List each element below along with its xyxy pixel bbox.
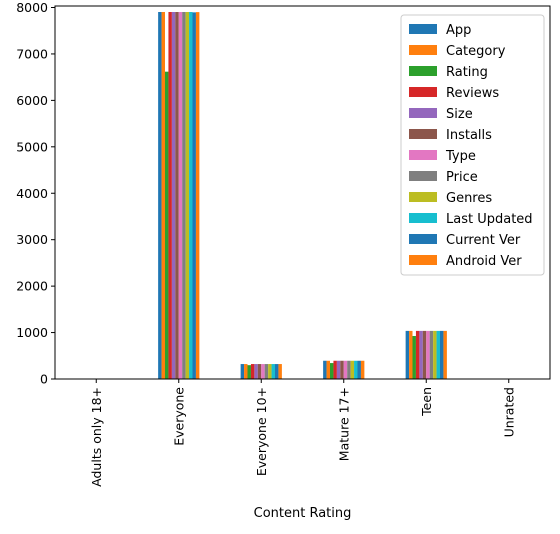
bar xyxy=(196,12,199,379)
bar xyxy=(323,361,326,379)
bar xyxy=(406,331,409,379)
bar xyxy=(193,12,196,379)
y-tick-label: 8000 xyxy=(16,0,48,15)
bar xyxy=(278,364,281,379)
legend-label: Genres xyxy=(446,191,492,206)
legend-label: Reviews xyxy=(446,86,499,101)
bar xyxy=(241,364,244,379)
y-tick-label: 0 xyxy=(40,372,48,387)
legend-swatch xyxy=(409,192,437,202)
y-tick-label: 1000 xyxy=(16,325,48,340)
bar xyxy=(251,364,254,379)
bar xyxy=(333,361,336,379)
bar xyxy=(437,331,440,379)
bar xyxy=(426,331,429,379)
legend-swatch xyxy=(409,87,437,97)
legend-label: Price xyxy=(446,170,478,185)
legend-swatch xyxy=(409,108,437,118)
bar xyxy=(351,361,354,379)
bar xyxy=(344,361,347,379)
bar xyxy=(244,364,247,379)
bar xyxy=(347,361,350,379)
legend-label: Category xyxy=(446,44,506,59)
x-tick-label: Unrated xyxy=(501,387,516,437)
legend-swatch xyxy=(409,129,437,139)
bar xyxy=(423,331,426,379)
legend-label: Installs xyxy=(446,128,492,143)
legend-label: Android Ver xyxy=(446,254,522,269)
bar xyxy=(337,361,340,379)
legend-swatch xyxy=(409,255,437,265)
bar xyxy=(175,12,178,379)
bar xyxy=(272,364,275,379)
y-tick-label: 3000 xyxy=(16,232,48,247)
y-tick-label: 4000 xyxy=(16,186,48,201)
bar xyxy=(261,364,264,379)
bar xyxy=(354,361,357,379)
bar xyxy=(186,12,189,379)
x-tick-label: Everyone xyxy=(171,387,186,446)
bar xyxy=(179,12,182,379)
y-tick-label: 6000 xyxy=(16,93,48,108)
legend-label: Rating xyxy=(446,65,488,80)
bar xyxy=(172,12,175,379)
bar xyxy=(433,331,436,379)
legend-swatch xyxy=(409,213,437,223)
y-tick-label: 5000 xyxy=(16,139,48,154)
bar xyxy=(275,364,278,379)
bar xyxy=(265,364,268,379)
y-tick-label: 7000 xyxy=(16,46,48,61)
bar xyxy=(358,361,361,379)
bar xyxy=(182,12,185,379)
legend-label: App xyxy=(446,23,471,38)
x-tick-label: Everyone 10+ xyxy=(254,387,269,476)
bar xyxy=(416,331,419,379)
bar xyxy=(258,364,261,379)
legend-label: Last Updated xyxy=(446,212,533,227)
x-tick-label: Mature 17+ xyxy=(336,387,351,461)
legend-label: Type xyxy=(445,149,476,164)
legend-swatch xyxy=(409,171,437,181)
legend-label: Size xyxy=(446,107,473,122)
legend-swatch xyxy=(409,66,437,76)
bar xyxy=(413,336,416,379)
bar xyxy=(440,331,443,379)
bar xyxy=(158,12,161,379)
bar xyxy=(330,363,333,379)
bar xyxy=(430,331,433,379)
bar xyxy=(254,364,257,379)
bar xyxy=(327,361,330,379)
y-tick-label: 2000 xyxy=(16,279,48,294)
bar xyxy=(419,331,422,379)
bar xyxy=(409,331,412,379)
bar xyxy=(340,361,343,379)
bar xyxy=(361,361,364,379)
x-tick-label: Adults only 18+ xyxy=(89,387,104,487)
x-tick-label: Teen xyxy=(419,387,434,417)
bar xyxy=(248,365,251,379)
legend-swatch xyxy=(409,150,437,160)
legend-swatch xyxy=(409,234,437,244)
legend-swatch xyxy=(409,45,437,55)
legend-swatch xyxy=(409,24,437,34)
bar xyxy=(168,12,171,379)
bar xyxy=(268,364,271,379)
x-axis-title: Content Rating xyxy=(254,506,352,521)
legend-label: Current Ver xyxy=(446,233,521,248)
bar xyxy=(443,331,446,379)
bar xyxy=(165,72,168,379)
bar xyxy=(162,12,165,379)
bar xyxy=(189,12,192,379)
